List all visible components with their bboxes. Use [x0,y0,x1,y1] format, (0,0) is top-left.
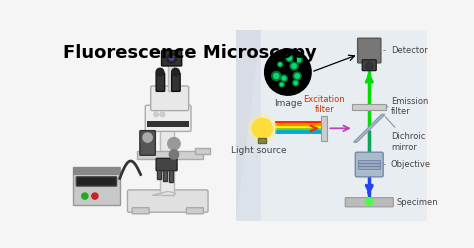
Circle shape [92,193,98,199]
Circle shape [294,81,297,85]
Circle shape [160,112,164,117]
FancyBboxPatch shape [172,73,180,91]
FancyBboxPatch shape [156,158,177,171]
FancyBboxPatch shape [352,104,386,110]
FancyBboxPatch shape [357,38,381,63]
Circle shape [156,68,164,76]
FancyBboxPatch shape [236,30,427,221]
Polygon shape [152,191,175,195]
Circle shape [287,56,292,60]
FancyBboxPatch shape [73,167,120,205]
FancyBboxPatch shape [362,60,376,71]
Circle shape [290,62,298,70]
FancyBboxPatch shape [147,121,190,127]
Circle shape [297,58,301,62]
FancyBboxPatch shape [162,51,182,66]
Polygon shape [236,30,261,221]
FancyBboxPatch shape [157,170,161,179]
Circle shape [252,118,273,138]
FancyBboxPatch shape [186,208,203,214]
Circle shape [273,73,279,78]
Polygon shape [354,115,385,142]
Circle shape [295,74,300,78]
Circle shape [278,62,283,67]
Text: Objective: Objective [384,160,431,169]
FancyBboxPatch shape [160,103,174,195]
Circle shape [168,138,180,150]
Text: Excitation
filter: Excitation filter [303,95,345,115]
Circle shape [169,56,174,61]
FancyBboxPatch shape [156,73,164,91]
FancyBboxPatch shape [168,62,174,91]
Text: Fluorescence Microscopy: Fluorescence Microscopy [63,44,317,62]
FancyBboxPatch shape [140,131,155,155]
FancyBboxPatch shape [345,198,393,207]
Circle shape [82,193,88,199]
FancyBboxPatch shape [358,160,380,163]
FancyBboxPatch shape [358,163,380,166]
Circle shape [172,68,179,76]
Polygon shape [236,30,261,221]
Circle shape [292,64,296,68]
Circle shape [286,55,293,62]
FancyBboxPatch shape [132,208,149,214]
Text: Detector: Detector [383,46,428,55]
Circle shape [292,80,299,86]
Circle shape [279,82,284,87]
Text: Light source: Light source [231,146,287,155]
Circle shape [282,76,286,80]
FancyBboxPatch shape [169,170,173,182]
Circle shape [280,83,283,86]
FancyBboxPatch shape [76,177,117,186]
Text: Specimen: Specimen [396,198,438,207]
FancyBboxPatch shape [258,138,266,143]
FancyBboxPatch shape [137,152,202,159]
FancyBboxPatch shape [73,167,120,175]
FancyBboxPatch shape [195,148,210,154]
Circle shape [295,56,302,63]
Circle shape [281,75,287,82]
FancyBboxPatch shape [358,166,380,169]
Text: Image: Image [274,99,302,108]
FancyBboxPatch shape [163,170,167,181]
Circle shape [167,54,176,63]
Circle shape [154,112,158,117]
FancyBboxPatch shape [356,152,383,177]
Circle shape [143,133,152,142]
Circle shape [365,62,373,70]
FancyBboxPatch shape [128,190,208,212]
Circle shape [248,115,276,142]
FancyBboxPatch shape [151,86,189,111]
FancyBboxPatch shape [145,105,191,131]
Circle shape [365,198,373,205]
Circle shape [293,72,301,80]
Text: Dichroic
mirror: Dichroic mirror [385,117,425,152]
Circle shape [169,150,179,159]
Circle shape [272,71,281,81]
Circle shape [279,63,282,66]
Text: Emission
filter: Emission filter [386,97,428,117]
Circle shape [264,49,311,95]
FancyBboxPatch shape [321,116,328,141]
